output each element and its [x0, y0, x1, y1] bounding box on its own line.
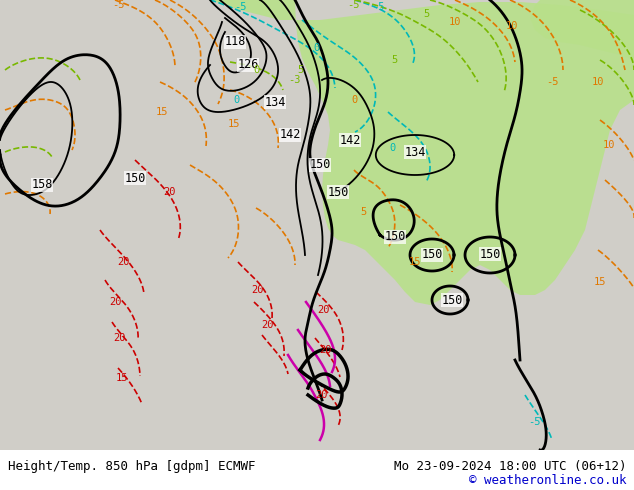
Text: 20: 20 [110, 297, 122, 307]
Text: 10: 10 [506, 21, 518, 31]
Text: 0: 0 [352, 95, 358, 105]
Text: 150: 150 [124, 172, 146, 185]
Text: © weatheronline.co.uk: © weatheronline.co.uk [469, 474, 626, 487]
Text: 10: 10 [592, 77, 604, 87]
Text: -5: -5 [527, 417, 540, 427]
Text: -5: -5 [234, 2, 246, 12]
Text: 126: 126 [237, 58, 259, 72]
Text: 20: 20 [262, 320, 275, 330]
Text: 20: 20 [252, 285, 264, 295]
Text: 0: 0 [233, 95, 239, 105]
Text: -5: -5 [546, 77, 559, 87]
Text: 150: 150 [327, 186, 349, 198]
Text: 15: 15 [228, 119, 240, 129]
Polygon shape [530, 0, 634, 60]
Polygon shape [210, 0, 634, 305]
Text: 20: 20 [164, 187, 176, 197]
Text: 20: 20 [113, 333, 126, 343]
Text: 150: 150 [441, 294, 463, 307]
Text: 0: 0 [253, 65, 259, 75]
Text: 150: 150 [384, 230, 406, 244]
Text: 150: 150 [422, 248, 443, 262]
Text: -5: -5 [112, 0, 124, 10]
Text: 158: 158 [31, 178, 53, 192]
Text: 0: 0 [389, 143, 395, 153]
Text: 118: 118 [224, 35, 246, 49]
Text: -5: -5 [347, 0, 359, 10]
Text: 5: 5 [360, 207, 366, 217]
Text: 5: 5 [423, 9, 429, 19]
Text: 20: 20 [319, 345, 331, 355]
Text: 20: 20 [118, 257, 130, 267]
Text: 10: 10 [449, 17, 462, 27]
Text: 0: 0 [313, 43, 319, 53]
Text: 142: 142 [280, 128, 301, 142]
Text: 5: 5 [297, 65, 303, 75]
Text: 15: 15 [156, 107, 168, 117]
Text: 20: 20 [317, 305, 329, 315]
Text: 15: 15 [594, 277, 606, 287]
Text: 15: 15 [116, 373, 128, 383]
Text: 150: 150 [479, 247, 501, 261]
Text: 142: 142 [339, 133, 361, 147]
Text: 10: 10 [603, 140, 615, 150]
Text: -3: -3 [288, 75, 301, 85]
Text: 5: 5 [391, 55, 397, 65]
Text: Mo 23-09-2024 18:00 UTC (06+12): Mo 23-09-2024 18:00 UTC (06+12) [394, 460, 626, 472]
Text: Height/Temp. 850 hPa [gdpm] ECMWF: Height/Temp. 850 hPa [gdpm] ECMWF [8, 460, 255, 472]
Text: 134: 134 [264, 96, 286, 108]
Text: -5: -5 [372, 2, 384, 12]
Text: 20: 20 [316, 390, 328, 400]
Text: 150: 150 [309, 158, 331, 172]
Text: 15: 15 [409, 257, 421, 267]
Text: 134: 134 [404, 146, 425, 158]
